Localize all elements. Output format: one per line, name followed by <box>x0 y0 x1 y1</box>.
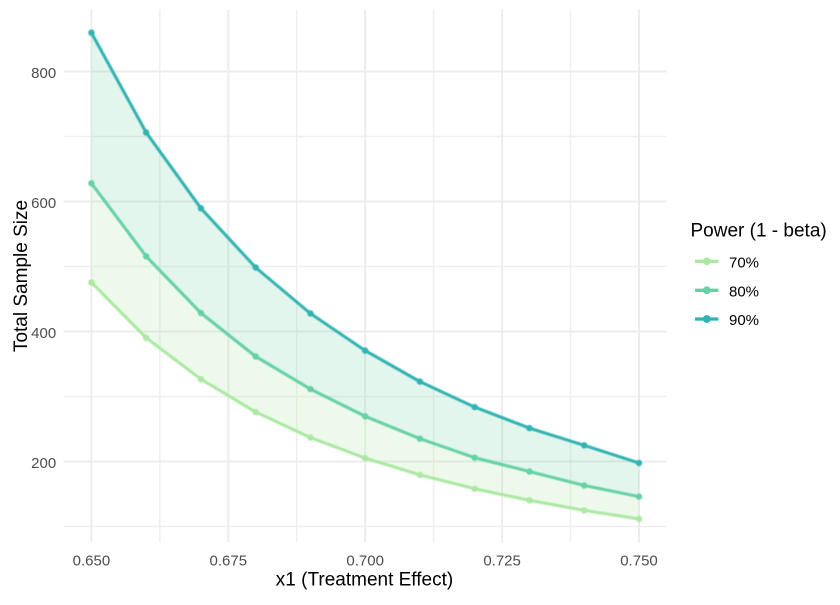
svg-text:80%: 80% <box>729 284 759 301</box>
svg-text:0.650: 0.650 <box>73 553 111 570</box>
svg-text:0.725: 0.725 <box>483 553 521 570</box>
svg-text:600: 600 <box>31 195 56 212</box>
svg-text:0.750: 0.750 <box>620 553 658 570</box>
svg-text:x1 (Treatment Effect): x1 (Treatment Effect) <box>276 570 453 591</box>
svg-text:800: 800 <box>31 65 56 82</box>
svg-text:70%: 70% <box>729 255 759 272</box>
svg-text:0.675: 0.675 <box>210 553 248 570</box>
svg-text:Power (1 - beta): Power (1 - beta) <box>691 221 827 242</box>
svg-text:Total Sample Size: Total Sample Size <box>11 200 32 352</box>
svg-text:400: 400 <box>31 325 56 342</box>
svg-text:90%: 90% <box>729 312 759 329</box>
svg-text:0.700: 0.700 <box>346 553 384 570</box>
svg-text:200: 200 <box>31 455 56 472</box>
